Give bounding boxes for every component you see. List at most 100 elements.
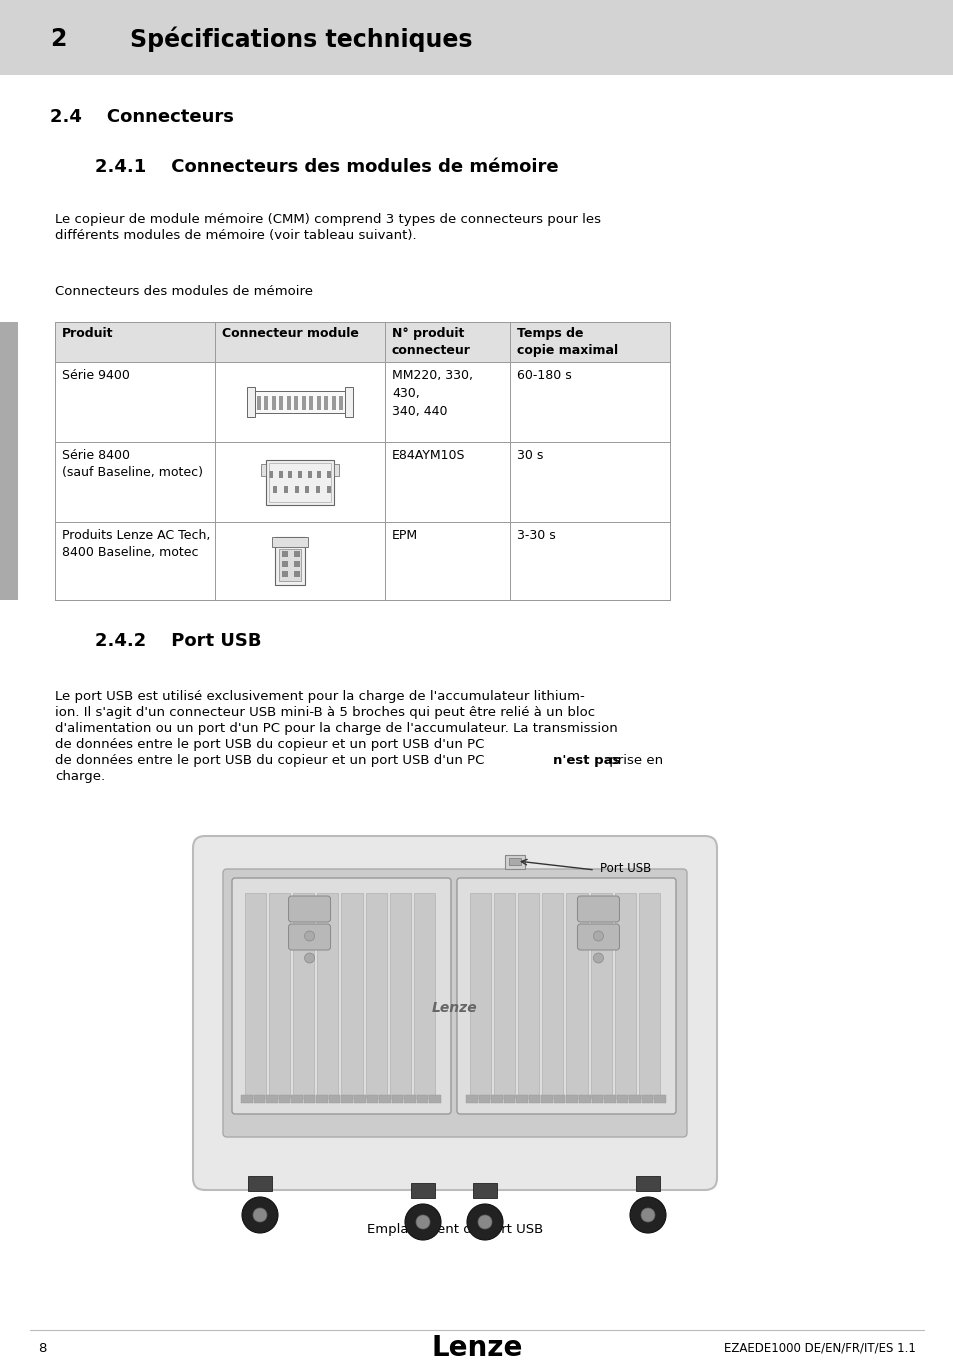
FancyBboxPatch shape [456, 878, 676, 1114]
Bar [278, 1094, 290, 1103]
Bar [654, 1094, 665, 1103]
Text: Spécifications techniques: Spécifications techniques [130, 27, 472, 52]
Bar [315, 487, 320, 493]
Bar [297, 472, 302, 478]
FancyBboxPatch shape [223, 870, 686, 1137]
Bar [365, 893, 386, 1099]
Bar [282, 551, 288, 557]
Bar [248, 1176, 272, 1191]
Bar [504, 855, 524, 870]
Bar [332, 397, 335, 403]
Bar [253, 1094, 265, 1103]
Bar [540, 1094, 553, 1103]
FancyBboxPatch shape [288, 895, 330, 921]
Circle shape [405, 1204, 440, 1240]
Circle shape [467, 1204, 502, 1240]
Bar [478, 1094, 490, 1103]
Bar [278, 549, 301, 581]
Text: EZAEDE1000 DE/EN/FR/IT/ES 1.1: EZAEDE1000 DE/EN/FR/IT/ES 1.1 [723, 1341, 915, 1355]
Bar [282, 562, 288, 567]
Bar [291, 1094, 302, 1103]
Bar [332, 403, 335, 410]
Bar [465, 1094, 477, 1103]
Text: Lenze: Lenze [431, 1334, 522, 1362]
Bar [294, 397, 298, 403]
Bar [591, 1094, 602, 1103]
Bar [305, 487, 309, 493]
Bar [590, 893, 611, 1099]
Bar [55, 322, 669, 363]
Circle shape [477, 1214, 492, 1229]
Bar [245, 893, 266, 1099]
Text: N° produit
connecteur: N° produit connecteur [392, 327, 471, 357]
Bar [317, 472, 321, 478]
Bar [528, 1094, 539, 1103]
FancyBboxPatch shape [193, 836, 717, 1190]
Bar [241, 1094, 253, 1103]
Bar [269, 472, 273, 478]
Bar [566, 1094, 578, 1103]
Bar [294, 562, 299, 567]
Circle shape [593, 953, 603, 964]
Text: de données entre le port USB du copieur et un port USB d'un PC: de données entre le port USB du copieur … [55, 754, 488, 767]
Bar [516, 1094, 527, 1103]
Bar [414, 893, 435, 1099]
Bar [470, 893, 491, 1099]
Bar [256, 403, 261, 410]
Text: n'est pas: n'est pas [553, 754, 619, 767]
Text: Connecteurs des modules de mémoire: Connecteurs des modules de mémoire [55, 285, 313, 298]
FancyBboxPatch shape [288, 924, 330, 950]
Circle shape [242, 1197, 277, 1234]
Bar [274, 537, 305, 585]
Bar [316, 1094, 328, 1103]
Text: Le port USB est utilisé exclusivement pour la charge de l'accumulateur lithium-: Le port USB est utilisé exclusivement po… [55, 690, 584, 703]
Bar [392, 1094, 403, 1103]
Bar [273, 487, 276, 493]
Bar [338, 403, 343, 410]
Bar [390, 893, 411, 1099]
Bar [264, 403, 268, 410]
Bar [0, 0, 953, 75]
Text: 2.4.2    Port USB: 2.4.2 Port USB [95, 632, 261, 650]
Bar [55, 442, 669, 522]
Text: 2: 2 [50, 27, 67, 52]
Text: MM220, 330,
430,
340, 440: MM220, 330, 430, 340, 440 [392, 369, 473, 418]
Bar [308, 472, 312, 478]
Bar [341, 893, 362, 1099]
Bar [324, 403, 328, 410]
Bar [411, 1183, 435, 1198]
Text: Produit: Produit [62, 327, 113, 339]
Bar [294, 403, 298, 410]
Bar [294, 571, 299, 577]
Bar [278, 472, 282, 478]
Bar [316, 403, 320, 410]
Bar [324, 397, 328, 403]
Bar [261, 463, 266, 476]
Bar [614, 893, 636, 1099]
Circle shape [593, 931, 603, 940]
Bar [327, 472, 331, 478]
Bar [269, 462, 331, 502]
Bar [309, 397, 313, 403]
Text: Série 8400
(sauf Baseline, motec): Série 8400 (sauf Baseline, motec) [62, 448, 203, 478]
Bar [266, 1094, 277, 1103]
Bar [288, 472, 292, 478]
Text: Emplacement du port USB: Emplacement du port USB [367, 1223, 542, 1236]
Circle shape [304, 953, 314, 964]
Bar [282, 571, 288, 577]
Bar [603, 1094, 615, 1103]
FancyBboxPatch shape [232, 878, 451, 1114]
Text: Port USB: Port USB [599, 861, 651, 875]
Bar [301, 403, 305, 410]
FancyBboxPatch shape [577, 895, 618, 921]
Bar [287, 403, 291, 410]
Bar [404, 1094, 416, 1103]
Text: 2.4.1    Connecteurs des modules de mémoire: 2.4.1 Connecteurs des modules de mémoire [95, 158, 558, 176]
Circle shape [640, 1208, 655, 1223]
Bar [279, 403, 283, 410]
Bar [272, 397, 275, 403]
Bar [517, 893, 538, 1099]
Text: EPM: EPM [392, 529, 417, 542]
Text: Temps de
copie maximal: Temps de copie maximal [517, 327, 618, 357]
Bar [341, 1094, 353, 1103]
